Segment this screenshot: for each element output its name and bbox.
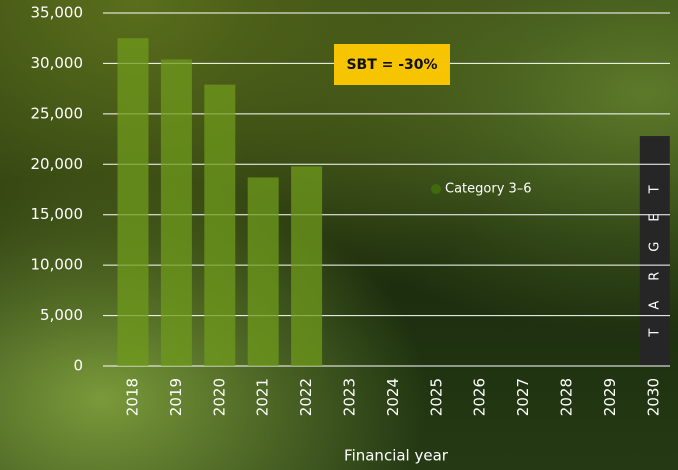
page: Financial year TARGET 0 5,000 10,000 15,000 2… xyxy=(0,0,678,470)
x-tick-label: 2022 xyxy=(297,378,315,416)
x-tick-label: 2030 xyxy=(644,378,662,416)
bar xyxy=(204,85,235,366)
x-tick-label: 2021 xyxy=(254,378,272,416)
y-tick-label: 35,000 xyxy=(31,4,84,22)
x-tick-label: 2023 xyxy=(341,378,359,416)
target-label: TARGET xyxy=(647,165,662,337)
x-tick-label: 2029 xyxy=(601,378,619,416)
x-tick-label: 2020 xyxy=(210,378,228,416)
x-tick-label: 2018 xyxy=(124,378,142,416)
bar xyxy=(161,59,192,366)
annotation: SBT = -30% xyxy=(346,57,437,73)
bar xyxy=(248,177,279,366)
x-tick-label: 2028 xyxy=(558,378,576,416)
y-tick-label: 10,000 xyxy=(31,256,84,274)
x-tick-label: 2027 xyxy=(514,378,532,416)
y-tick-label: 20,000 xyxy=(31,155,84,173)
x-tick-label: 2026 xyxy=(471,378,489,416)
bar xyxy=(291,166,322,366)
x-tick-label: 2024 xyxy=(384,378,402,416)
y-tick-label: 5,000 xyxy=(40,306,83,324)
y-tick-label: 0 xyxy=(73,357,83,375)
y-tick-label: 15,000 xyxy=(31,205,84,223)
y-tick-label: 25,000 xyxy=(31,104,84,122)
y-tick-label: 30,000 xyxy=(31,54,84,72)
chart: Financial year TARGET 0 5,000 10,000 15,000 2… xyxy=(0,0,678,470)
x-tick-label: 2025 xyxy=(427,378,445,416)
legend-marker xyxy=(431,184,441,194)
bar xyxy=(118,38,149,366)
x-axis-title: Financial year xyxy=(344,447,449,465)
x-tick-label: 2019 xyxy=(167,378,185,416)
legend-label: Category 3–6 xyxy=(445,182,532,197)
